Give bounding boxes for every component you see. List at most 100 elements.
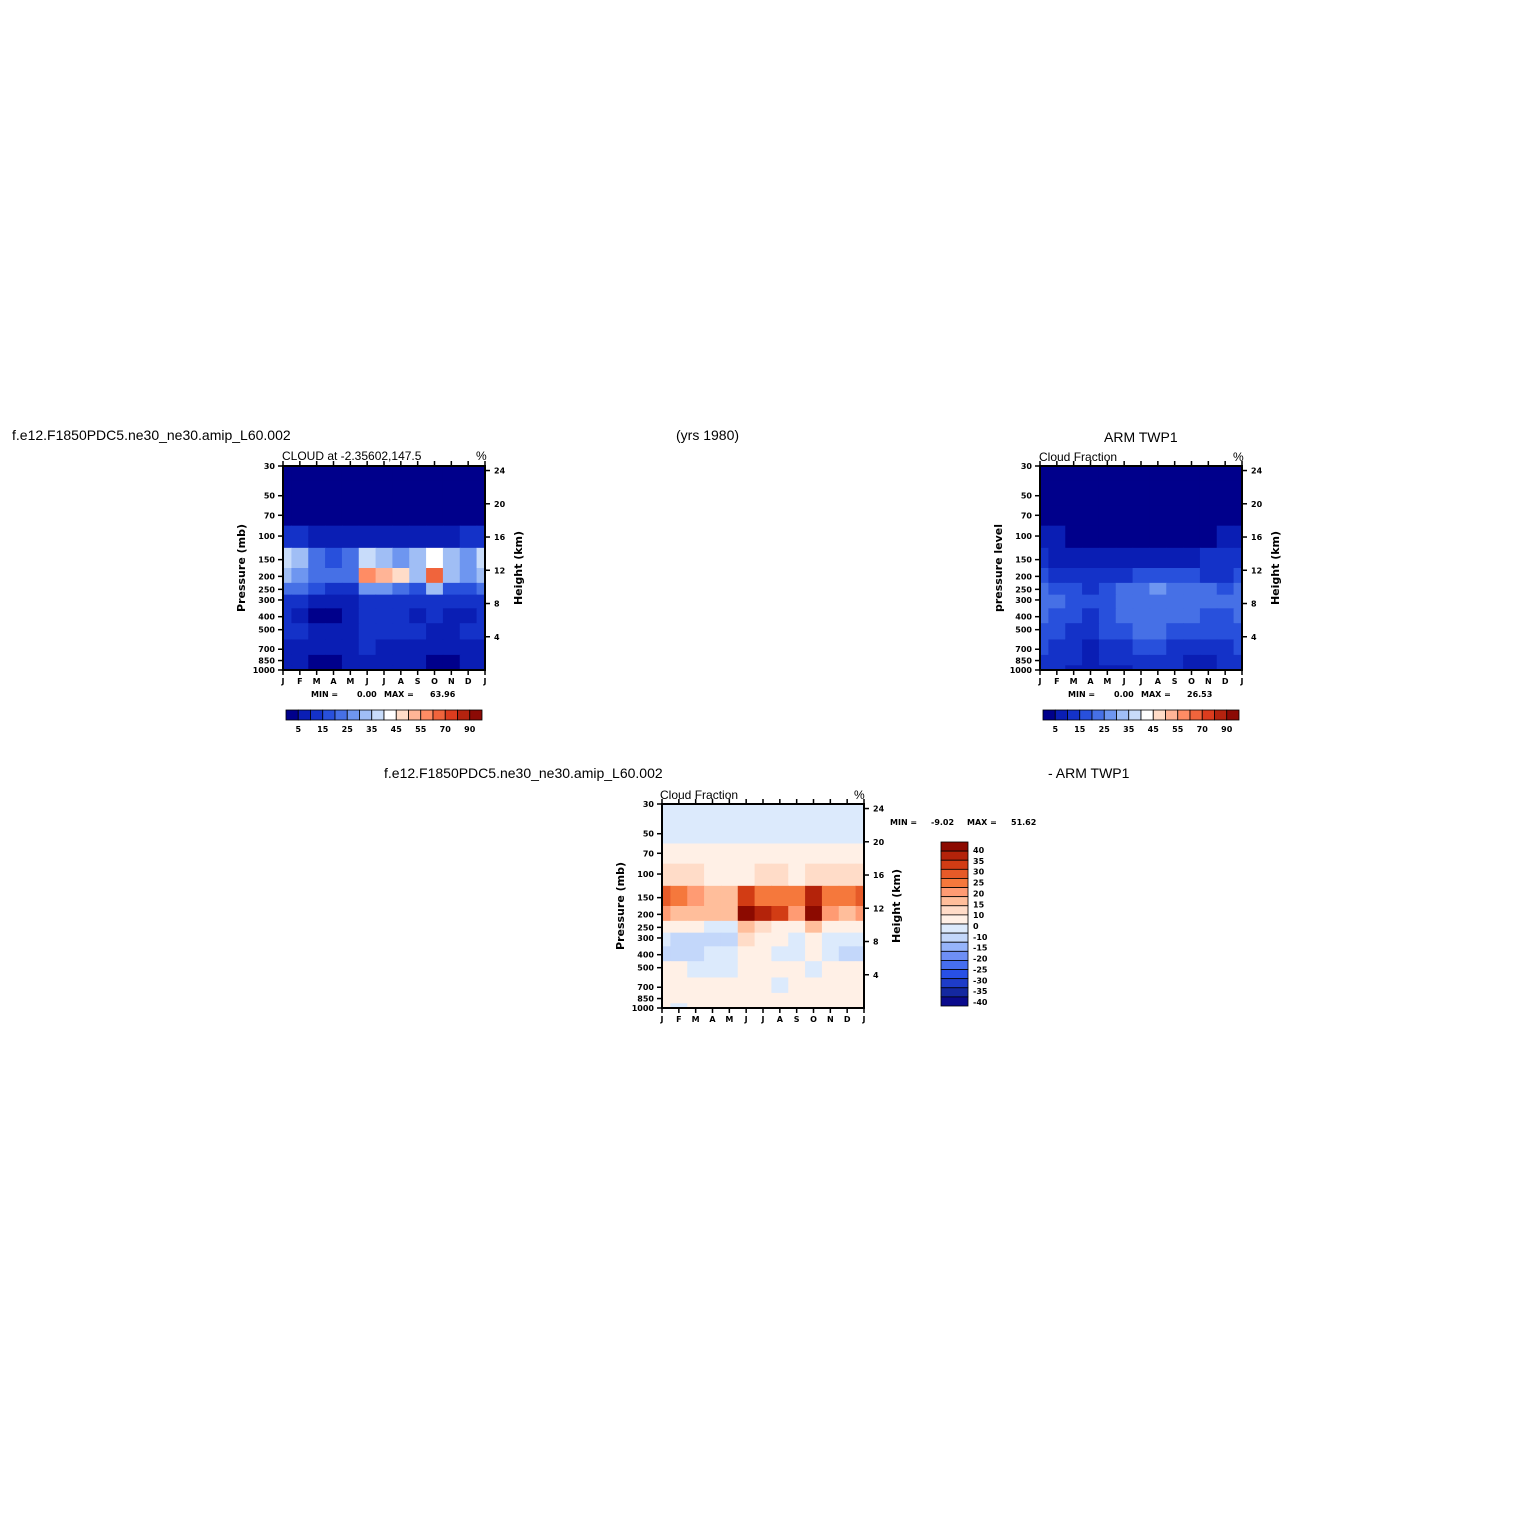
heatmap-cell [476, 582, 486, 596]
heatmap-cell [1199, 568, 1218, 584]
heatmap-cell [838, 961, 857, 979]
heatmap-cell [720, 977, 739, 994]
heatmap-cell [358, 547, 377, 569]
heatmap-cell [1183, 547, 1201, 569]
heatmap-cell [670, 818, 688, 845]
panel2-min-value: 0.00 [1114, 690, 1134, 699]
heatmap-cell [1233, 654, 1243, 666]
heatmap-cell [459, 623, 478, 641]
colorbar-swatch [359, 709, 373, 721]
heatmap-cell [283, 639, 293, 656]
panel3-label-right: - ARM TWP1 [1048, 765, 1130, 781]
heatmap-cell [1115, 608, 1134, 624]
heatmap-cell [704, 843, 722, 865]
y-right-tick-label: 24 [873, 805, 885, 814]
heatmap-cell [291, 665, 309, 671]
panel1-title: CLOUD at -2.35602,147.5 [282, 449, 422, 463]
heatmap-cell [1065, 623, 1083, 641]
heatmap-cell [283, 594, 293, 609]
heatmap-cell [358, 568, 377, 584]
x-tick-label: J [365, 677, 369, 686]
colorbar-label: 30 [973, 868, 985, 877]
heatmap-cell [1048, 547, 1066, 569]
heatmap-cell [821, 946, 840, 962]
heatmap-cell [704, 1003, 722, 1009]
heatmap-cell [771, 1003, 789, 1009]
y-right-tick-label: 20 [1251, 500, 1263, 509]
heatmap-cell [821, 961, 840, 979]
heatmap-cell [1149, 608, 1167, 624]
colorbar-swatch [1177, 709, 1191, 721]
heatmap-cell [1183, 623, 1201, 641]
heatmap-cell [442, 505, 461, 527]
heatmap-cell [1115, 505, 1134, 527]
heatmap-cell [392, 639, 410, 656]
heatmap-cell [325, 505, 343, 527]
case-name-label: f.e12.F1850PDC5.ne30_ne30.amip_L60.002 [12, 427, 291, 443]
heatmap-cell [788, 804, 806, 820]
colorbar-swatch [1165, 709, 1179, 721]
heatmap-cell [459, 505, 478, 527]
heatmap-cell [426, 594, 444, 609]
y-tick-label: 70 [1021, 511, 1033, 520]
heatmap-cell [1132, 665, 1151, 671]
heatmap-cell [308, 547, 326, 569]
heatmap-cell [687, 843, 705, 865]
heatmap-cell [1065, 568, 1083, 584]
y-tick-label: 700 [1015, 645, 1032, 654]
heatmap-cell [341, 582, 360, 596]
heatmap-cell [1166, 639, 1184, 656]
y-tick-label: 1000 [1010, 666, 1033, 675]
heatmap-cell [291, 608, 309, 624]
heatmap-cell [670, 920, 688, 934]
panel1-units: % [476, 449, 487, 463]
heatmap-cell [308, 654, 326, 666]
heatmap-cell [459, 466, 478, 482]
heatmap-cell [720, 992, 739, 1004]
y-tick-label: 700 [637, 983, 654, 992]
heatmap-cell [805, 906, 823, 922]
y-right-tick-label: 12 [873, 904, 884, 913]
heatmap-cell [704, 946, 722, 962]
heatmap-cell [1098, 623, 1117, 641]
x-tick-label: D [465, 677, 472, 686]
colorbar-label: 70 [1197, 725, 1209, 734]
heatmap-cell [325, 623, 343, 641]
heatmap-cell [476, 654, 486, 666]
y-tick-label: 150 [258, 556, 275, 565]
heatmap-cell [1149, 582, 1167, 596]
heatmap-cell [459, 525, 478, 549]
heatmap-cell [771, 843, 789, 865]
heatmap-cell [291, 525, 309, 549]
heatmap-cell [704, 992, 722, 1004]
heatmap-cell [1166, 547, 1184, 569]
heatmap-cell [442, 608, 461, 624]
y-tick-label: 500 [637, 964, 654, 973]
heatmap-cell [704, 932, 722, 947]
panel2-max-label: MAX = [1141, 690, 1171, 699]
heatmap-cell [426, 568, 444, 584]
heatmap-cell [1098, 505, 1117, 527]
colorbar-label: 55 [1172, 725, 1184, 734]
x-tick-label: J [660, 1015, 664, 1024]
heatmap-cell [325, 568, 343, 584]
heatmap-cell [325, 639, 343, 656]
heatmap-cell [1132, 608, 1151, 624]
heatmap-cell [459, 547, 478, 569]
x-tick-label: A [1087, 677, 1094, 686]
heatmap-cell [687, 906, 705, 922]
heatmap-cell [687, 961, 705, 979]
heatmap-cell [358, 639, 377, 656]
colorbar-swatch [940, 987, 969, 998]
heatmap-cell [1065, 525, 1083, 549]
heatmap-cell [325, 480, 343, 507]
colorbar-swatch [940, 896, 969, 907]
heatmap-cell [662, 818, 672, 845]
colorbar-swatch [420, 709, 434, 721]
heatmap-cell [426, 639, 444, 656]
y-right-tick-label: 24 [494, 467, 506, 476]
heatmap-cell [1082, 466, 1100, 482]
heatmap-cell [1115, 665, 1134, 671]
heatmap-cell [409, 608, 427, 624]
heatmap-cell [442, 665, 461, 671]
